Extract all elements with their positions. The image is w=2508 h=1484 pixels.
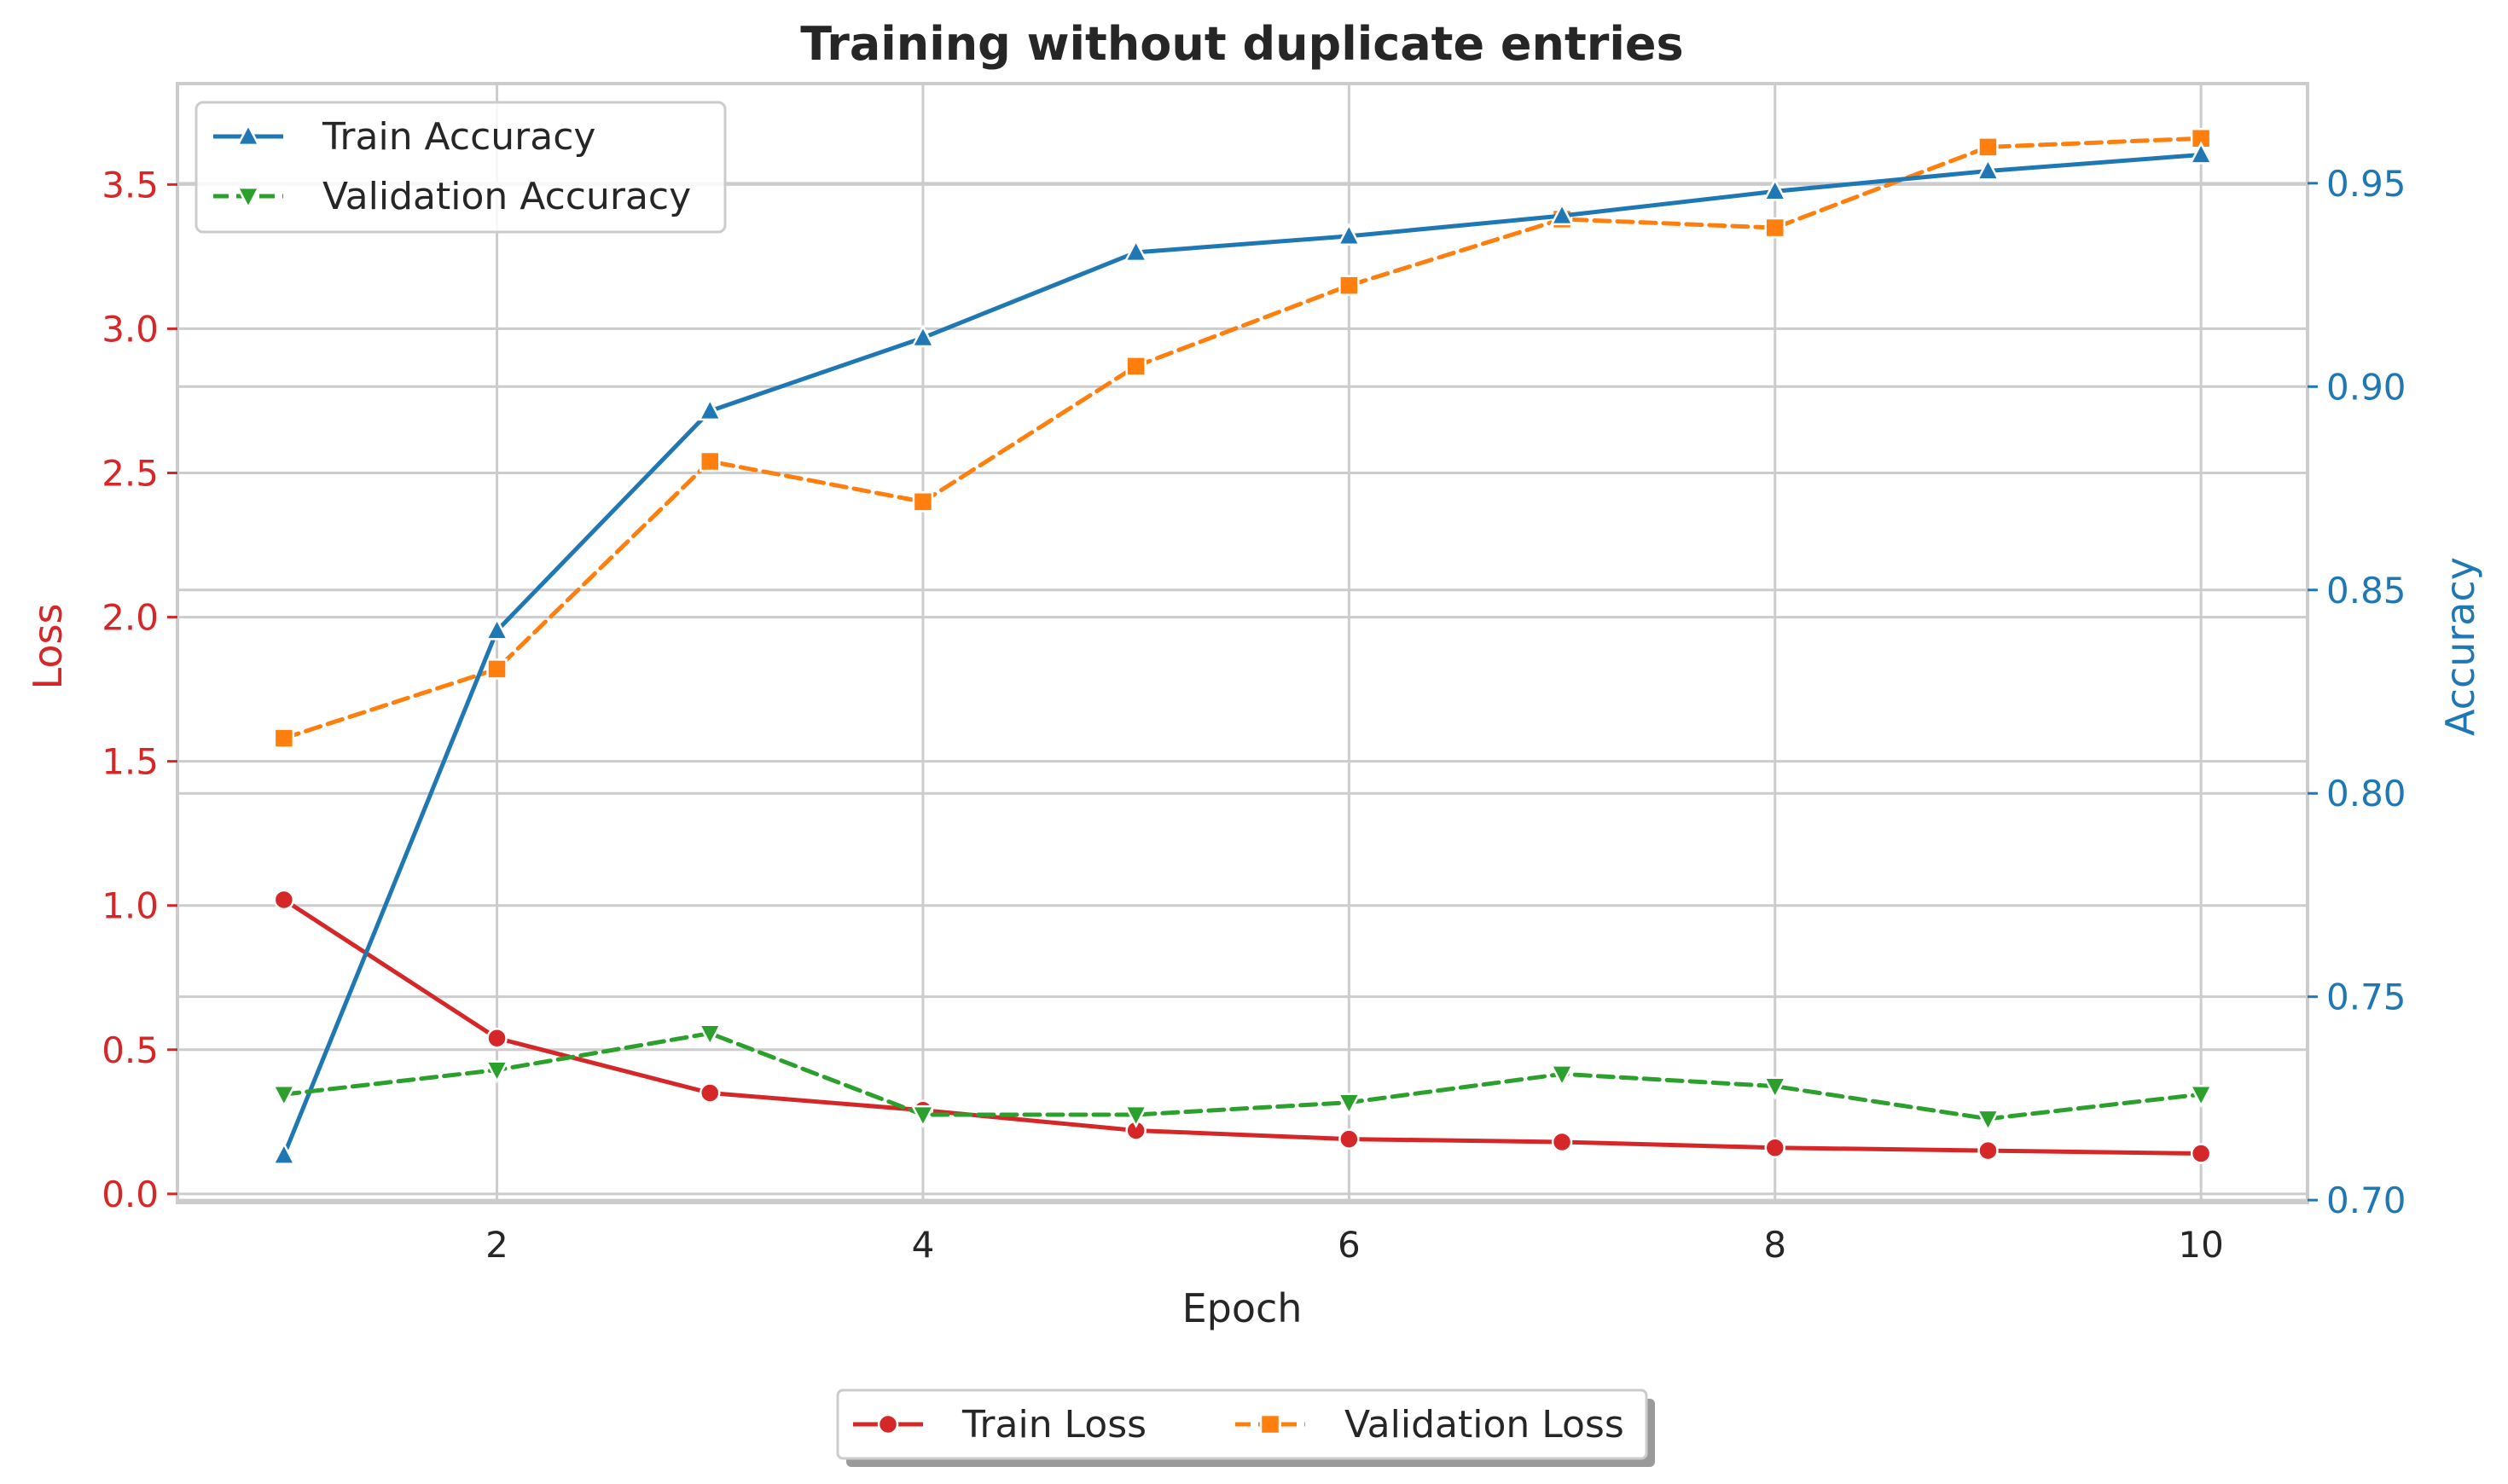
x-tick-label: 8 [1763, 1224, 1786, 1266]
right-y-tick-label: 0.85 [2326, 570, 2406, 612]
train-loss-point [1977, 1139, 1999, 1162]
train-accuracy-point [1762, 177, 1787, 201]
left-y-tick-label: 3.5 [102, 164, 159, 206]
validation-accuracy-point [698, 1023, 723, 1047]
legend-loss: Train Loss Validation Loss [836, 1388, 1655, 1467]
validation-accuracy-point [1337, 1093, 1361, 1116]
right-y-tick-label: 0.70 [2326, 1180, 2406, 1221]
validation-loss-legend-label: Validation Loss [1344, 1403, 1624, 1446]
left-y-tick-label: 2.5 [102, 452, 159, 494]
left-y-tick-label: 0.0 [102, 1174, 159, 1215]
train-accuracy-legend-marker [235, 123, 261, 147]
train-loss-point [1551, 1131, 1573, 1153]
legend-accuracy: Train Accuracy Validation Accuracy [194, 101, 727, 234]
validation-accuracy-point [485, 1060, 509, 1084]
train-loss-line [282, 897, 2203, 1156]
train-accuracy-point [1337, 222, 1361, 246]
train-loss-point [700, 1082, 721, 1104]
validation-loss-point [1125, 356, 1147, 377]
left-y-tick-label: 0.5 [102, 1029, 159, 1071]
left-y-tick-label: 3.0 [102, 308, 159, 350]
train-accuracy-point [1976, 157, 2000, 181]
validation-accuracy-point [2188, 1084, 2214, 1109]
train-accuracy-legend-label: Train Accuracy [322, 115, 595, 159]
validation-accuracy-point [1549, 1064, 1575, 1088]
left-y-tick-label: 1.0 [102, 885, 159, 927]
validation-loss-point [1764, 217, 1785, 239]
plot-frame [176, 82, 2309, 1204]
train-loss-point [486, 1028, 508, 1049]
train-accuracy-series [271, 141, 2214, 1165]
train-loss-point [1338, 1128, 1360, 1150]
validation-loss-point [273, 728, 295, 749]
right-y-tick-label: 0.80 [2326, 773, 2406, 814]
validation-loss-series [273, 127, 2212, 749]
right-y-tick-label: 0.75 [2326, 977, 2406, 1018]
validation-loss-point [912, 491, 934, 513]
train-accuracy-point [1549, 202, 1575, 226]
validation-loss-point [486, 658, 508, 680]
validation-accuracy-series [271, 1023, 2214, 1133]
train-accuracy-point [698, 397, 723, 421]
validation-accuracy-point [1976, 1109, 2000, 1133]
right-y-tick-label: 0.90 [2326, 366, 2406, 408]
validation-loss-point [1977, 136, 1999, 158]
x-tick-label: 4 [912, 1224, 935, 1266]
train-accuracy-point [485, 617, 509, 641]
left-y-tick-label: 2.0 [102, 597, 159, 639]
validation-accuracy-point [1762, 1076, 1787, 1100]
train-loss-legend-marker [877, 1413, 899, 1435]
validation-loss-point [1338, 275, 1360, 296]
left-y-tick-label: 1.5 [102, 741, 159, 783]
train-accuracy-point [271, 1141, 297, 1165]
legend-accuracy-box [194, 101, 727, 234]
chart-title: Training without duplicate entries [800, 17, 1683, 71]
validation-accuracy-point [271, 1084, 297, 1109]
x-tick-label: 6 [1338, 1224, 1361, 1266]
x-axis-label: Epoch [1182, 1285, 1303, 1331]
validation-accuracy-line [282, 1031, 2203, 1122]
x-tick-label: 2 [485, 1224, 508, 1266]
validation-loss-legend-marker [1259, 1413, 1281, 1435]
validation-accuracy-point [910, 1104, 936, 1128]
train-loss-legend-label: Train Loss [961, 1403, 1147, 1446]
validation-accuracy-point [1123, 1104, 1148, 1128]
left-y-axis-label: Loss [25, 604, 71, 690]
right-y-tick-label: 0.95 [2326, 163, 2406, 205]
train-accuracy-point [910, 324, 936, 348]
train-accuracy-point [1123, 239, 1148, 263]
validation-loss-point [700, 450, 721, 472]
train-loss-point [1764, 1137, 1785, 1159]
train-accuracy-point [2188, 141, 2214, 165]
train-loss-point [273, 889, 295, 911]
validation-accuracy-legend-label: Validation Accuracy [322, 175, 691, 218]
train-accuracy-line [282, 152, 2203, 1158]
validation-loss-line [282, 136, 2203, 741]
x-tick-label: 10 [2178, 1224, 2223, 1266]
train-loss-series [273, 889, 2212, 1164]
train-loss-point [2190, 1143, 2212, 1164]
validation-accuracy-legend-marker [235, 186, 261, 210]
right-y-axis-label: Accuracy [2437, 557, 2483, 736]
